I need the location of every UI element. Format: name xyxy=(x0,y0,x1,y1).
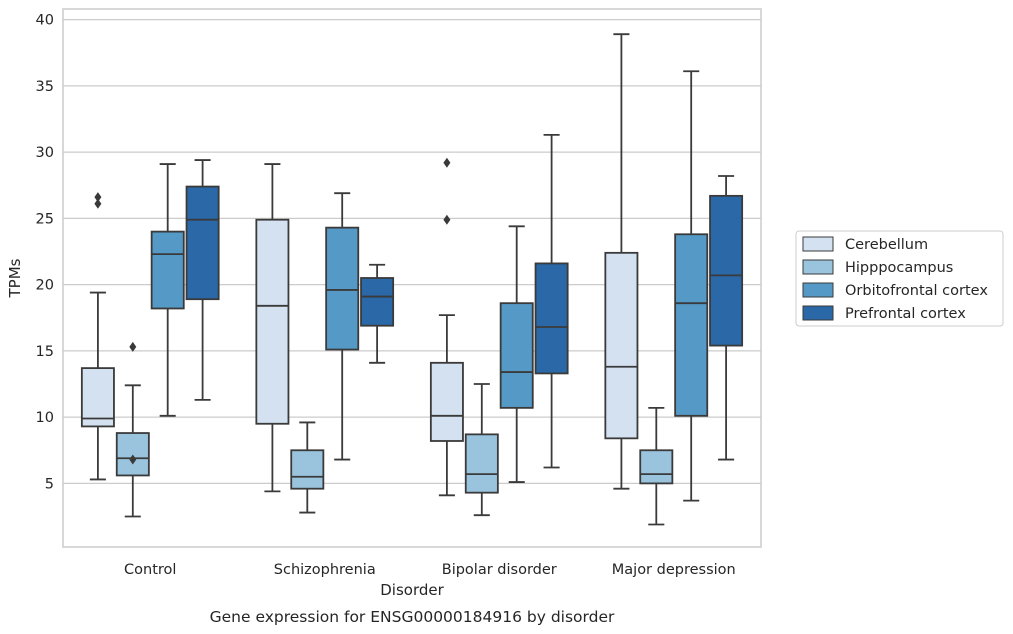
iqr-box xyxy=(360,277,395,327)
legend-swatch xyxy=(802,305,834,321)
box-prefrontal-cortex xyxy=(185,159,220,401)
x-axis-label: Disorder xyxy=(380,581,444,599)
y-tick-label: 35 xyxy=(36,79,54,95)
iqr-box xyxy=(150,230,185,310)
box-cerebellum xyxy=(255,163,290,493)
outlier-point xyxy=(129,454,137,465)
legend-swatch xyxy=(802,282,834,298)
box-orbitofrontal-cortex xyxy=(499,225,534,483)
y-axis-label: TPMs xyxy=(6,258,24,298)
x-tick-label: Bipolar disorder xyxy=(442,562,557,578)
y-tick-label: 15 xyxy=(36,344,54,360)
outlier-point xyxy=(443,214,451,225)
plot-area-frame xyxy=(62,8,762,548)
iqr-box xyxy=(255,218,290,425)
iqr-box xyxy=(604,251,639,440)
iqr-box xyxy=(290,449,325,490)
legend-label: Orbitofrontal cortex xyxy=(845,283,988,299)
iqr-box xyxy=(709,194,744,347)
outlier-point xyxy=(129,341,137,352)
box-orbitofrontal-cortex xyxy=(674,70,709,502)
iqr-box xyxy=(499,302,534,409)
box-orbitofrontal-cortex xyxy=(150,163,185,417)
legend-swatch xyxy=(802,259,834,275)
iqr-box xyxy=(639,449,674,485)
legend-swatch xyxy=(802,236,834,252)
box-cerebellum xyxy=(80,192,115,481)
chart-caption: Gene expression for ENSG00000184916 by d… xyxy=(210,608,615,626)
box-prefrontal-cortex xyxy=(360,263,395,364)
y-tick-label: 10 xyxy=(36,410,54,426)
box-hipppocampus xyxy=(290,421,325,514)
box-hipppocampus xyxy=(464,383,499,517)
y-axis-ticks: 5 10 15 20 25 30 35 40 xyxy=(36,13,54,493)
iqr-box xyxy=(464,433,499,494)
legend-label: Prefrontal cortex xyxy=(845,306,966,322)
box-hipppocampus xyxy=(639,406,674,526)
iqr-box xyxy=(115,432,150,477)
y-tick-label: 30 xyxy=(36,145,54,161)
y-tick-label: 40 xyxy=(36,13,54,29)
x-tick-label: Major depression xyxy=(612,562,736,578)
box-cerebellum xyxy=(604,33,639,490)
legend-label: Cerebellum xyxy=(845,237,928,253)
iqr-box xyxy=(674,233,709,417)
y-tick-label: 5 xyxy=(45,476,54,492)
x-axis-ticks: Control Schizophrenia Bipolar disorder Majo… xyxy=(124,562,736,578)
iqr-box xyxy=(80,367,115,428)
legend-label: Hipppocampus xyxy=(845,260,953,276)
legend: Cerebellum Hipppocampus Orbitofrontal cort… xyxy=(795,230,1004,327)
x-tick-label: Schizophrenia xyxy=(274,562,376,578)
iqr-box xyxy=(185,185,220,301)
iqr-box xyxy=(325,226,360,351)
outlier-point xyxy=(443,157,451,168)
box-hipppocampus xyxy=(115,341,150,518)
box-cerebellum xyxy=(429,157,464,497)
iqr-box xyxy=(534,262,569,375)
legend-frame xyxy=(795,230,1004,327)
outlier-point xyxy=(94,198,102,209)
box-prefrontal-cortex xyxy=(534,133,569,469)
box-prefrontal-cortex xyxy=(709,175,744,461)
iqr-box xyxy=(429,361,464,442)
y-tick-label: 25 xyxy=(36,211,54,227)
y-tick-label: 20 xyxy=(36,278,54,294)
outlier-point xyxy=(94,192,102,203)
box-orbitofrontal-cortex xyxy=(325,192,360,461)
box-groups xyxy=(80,33,744,526)
x-tick-label: Control xyxy=(124,562,176,578)
